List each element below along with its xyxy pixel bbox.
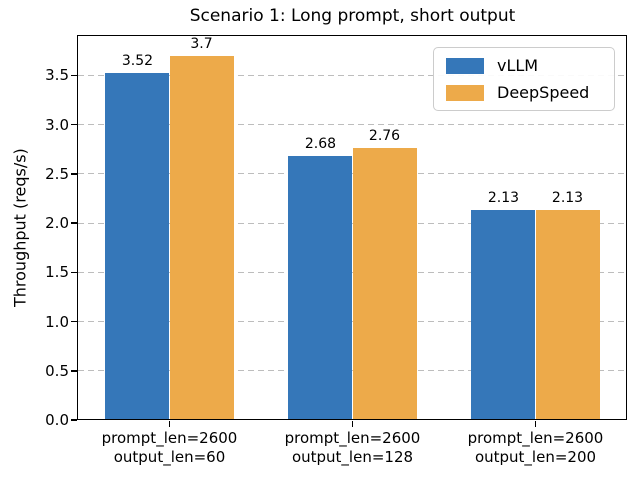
chart-title: Scenario 1: Long prompt, short output (189, 6, 516, 26)
gridline (78, 74, 627, 76)
y-tick-mark (71, 222, 77, 224)
y-tick-mark (71, 320, 77, 323)
bar-value-label: 3.52 (121, 53, 154, 70)
y-tick-mark (71, 74, 77, 77)
x-tick-mark (168, 421, 171, 427)
legend-item-deepspeed: DeepSpeed (446, 82, 602, 103)
legend: vLLM DeepSpeed (433, 47, 615, 111)
bar-vllm-3 (471, 210, 536, 420)
y-tick-mark (71, 173, 77, 175)
legend-swatch-deepspeed (446, 84, 484, 101)
bar-vllm-2 (288, 156, 353, 420)
y-tick-label: 2.0 (45, 214, 69, 233)
y-tick-label: 0.0 (45, 411, 69, 429)
x-tick-mark (534, 421, 537, 427)
y-tick-mark (71, 271, 77, 274)
y-tick-label: 3.0 (45, 115, 69, 134)
bar-deepspeed-3 (535, 210, 600, 420)
x-tick-label-line: output_len=128 (291, 448, 414, 466)
x-tick-label-line: prompt_len=2600 (101, 429, 238, 447)
x-tick-label-line: output_len=60 (113, 448, 226, 466)
legend-label-deepspeed: DeepSpeed (497, 83, 590, 102)
x-tick-label: prompt_len=2600 output_len=60 (70, 429, 270, 467)
y-tick-mark (71, 419, 77, 421)
y-tick-mark (71, 123, 77, 126)
x-tick-label-line: prompt_len=2600 (467, 429, 604, 447)
legend-label-vllm: vLLM (497, 56, 539, 75)
legend-swatch-vllm (446, 57, 484, 74)
bar-value-label: 2.13 (551, 190, 584, 207)
bar-deepspeed-1 (169, 55, 234, 420)
x-tick-label: prompt_len=2600 output_len=128 (253, 429, 453, 467)
bar-value-label: 2.68 (304, 136, 337, 153)
x-tick-label: prompt_len=2600 output_len=200 (436, 429, 636, 467)
x-tick-label-line: output_len=200 (474, 448, 597, 466)
legend-item-vllm: vLLM (446, 55, 602, 76)
y-tick-label: 1.5 (45, 263, 69, 282)
y-tick-label: 0.5 (45, 361, 69, 380)
x-tick-mark (351, 421, 354, 427)
bar-value-label: 2.76 (368, 128, 401, 145)
x-tick-label-line: prompt_len=2600 (284, 429, 421, 447)
bar-vllm-1 (105, 73, 170, 420)
bar-value-label: 2.13 (487, 190, 520, 207)
y-tick-label: 2.5 (45, 164, 69, 183)
y-tick-label: 1.0 (45, 312, 69, 331)
y-tick-mark (71, 370, 77, 372)
y-tick-label: 3.5 (45, 66, 69, 85)
bar-value-label: 3.7 (190, 35, 213, 52)
gridline (78, 124, 627, 126)
bar-deepspeed-2 (352, 148, 417, 420)
